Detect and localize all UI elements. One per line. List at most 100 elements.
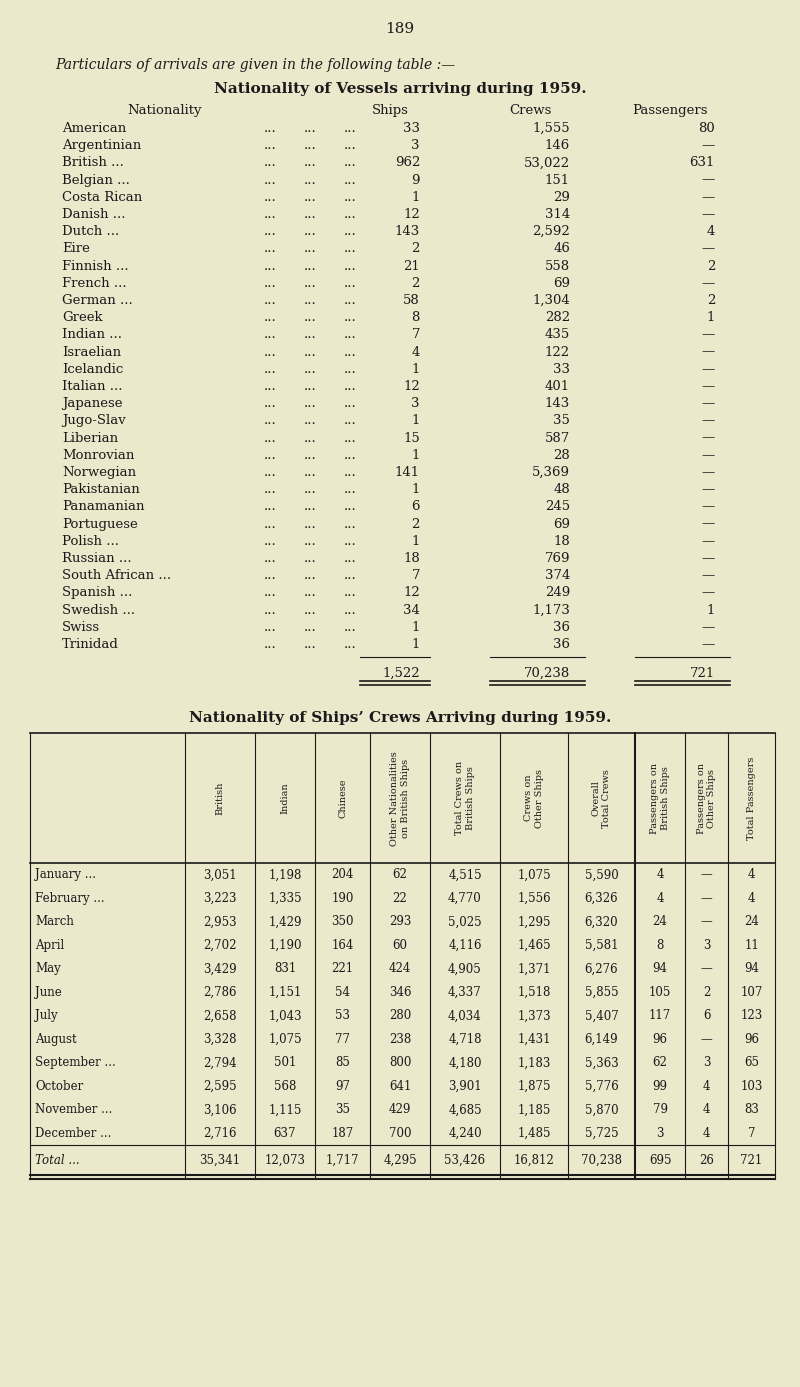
Text: —: — <box>702 208 715 221</box>
Text: ...: ... <box>304 363 316 376</box>
Text: Indian ...: Indian ... <box>62 329 122 341</box>
Text: 4: 4 <box>748 868 755 882</box>
Text: ...: ... <box>264 517 276 531</box>
Text: 695: 695 <box>649 1154 671 1166</box>
Text: 62: 62 <box>393 868 407 882</box>
Text: Spanish ...: Spanish ... <box>62 587 132 599</box>
Text: 69: 69 <box>553 277 570 290</box>
Text: 346: 346 <box>389 986 411 999</box>
Text: —: — <box>701 892 712 904</box>
Text: Passengers on
Other Ships: Passengers on Other Ships <box>697 763 716 834</box>
Text: May: May <box>35 963 61 975</box>
Text: Finnish ...: Finnish ... <box>62 259 129 273</box>
Text: —: — <box>701 963 712 975</box>
Text: —: — <box>702 380 715 393</box>
Text: 4,685: 4,685 <box>448 1104 482 1117</box>
Text: 164: 164 <box>331 939 354 951</box>
Text: 4,034: 4,034 <box>448 1010 482 1022</box>
Text: 6,276: 6,276 <box>585 963 618 975</box>
Text: 94: 94 <box>744 963 759 975</box>
Text: ...: ... <box>304 191 316 204</box>
Text: Monrovian: Monrovian <box>62 449 134 462</box>
Text: 143: 143 <box>394 225 420 239</box>
Text: ...: ... <box>264 294 276 307</box>
Text: 5,590: 5,590 <box>585 868 618 882</box>
Text: —: — <box>702 397 715 411</box>
Text: 1,717: 1,717 <box>326 1154 359 1166</box>
Text: ...: ... <box>264 225 276 239</box>
Text: Nationality: Nationality <box>128 104 202 117</box>
Text: 1,043: 1,043 <box>268 1010 302 1022</box>
Text: 4,770: 4,770 <box>448 892 482 904</box>
Text: —: — <box>702 501 715 513</box>
Text: 146: 146 <box>545 139 570 153</box>
Text: ...: ... <box>264 345 276 359</box>
Text: 1,173: 1,173 <box>532 603 570 617</box>
Text: Polish ...: Polish ... <box>62 535 119 548</box>
Text: 7: 7 <box>411 329 420 341</box>
Text: October: October <box>35 1080 83 1093</box>
Text: ...: ... <box>304 157 316 169</box>
Text: ...: ... <box>344 363 356 376</box>
Text: 105: 105 <box>649 986 671 999</box>
Text: ...: ... <box>304 535 316 548</box>
Text: 1,875: 1,875 <box>518 1080 550 1093</box>
Text: 1: 1 <box>412 638 420 651</box>
Text: ...: ... <box>304 569 316 583</box>
Text: Swedish ...: Swedish ... <box>62 603 135 617</box>
Text: Nationality of Ships’ Crews Arriving during 1959.: Nationality of Ships’ Crews Arriving dur… <box>189 712 611 725</box>
Text: ...: ... <box>304 466 316 479</box>
Text: August: August <box>35 1033 77 1046</box>
Text: ...: ... <box>264 587 276 599</box>
Text: 831: 831 <box>274 963 296 975</box>
Text: ...: ... <box>264 259 276 273</box>
Text: 79: 79 <box>653 1104 667 1117</box>
Text: 429: 429 <box>389 1104 411 1117</box>
Text: 4,905: 4,905 <box>448 963 482 975</box>
Text: 1,075: 1,075 <box>268 1033 302 1046</box>
Text: Argentinian: Argentinian <box>62 139 142 153</box>
Text: 2,658: 2,658 <box>203 1010 237 1022</box>
Text: 2,592: 2,592 <box>532 225 570 239</box>
Text: Chinese: Chinese <box>338 778 347 818</box>
Text: ...: ... <box>344 191 356 204</box>
Text: 1,198: 1,198 <box>268 868 302 882</box>
Text: 85: 85 <box>335 1057 350 1069</box>
Text: 70,238: 70,238 <box>524 667 570 680</box>
Text: 53,426: 53,426 <box>445 1154 486 1166</box>
Text: 1: 1 <box>412 363 420 376</box>
Text: 18: 18 <box>554 535 570 548</box>
Text: ...: ... <box>344 449 356 462</box>
Text: 4: 4 <box>412 345 420 359</box>
Text: Costa Rican: Costa Rican <box>62 191 142 204</box>
Text: Swiss: Swiss <box>62 621 100 634</box>
Text: 1: 1 <box>706 603 715 617</box>
Text: 34: 34 <box>403 603 420 617</box>
Text: 1,556: 1,556 <box>517 892 551 904</box>
Text: 5,776: 5,776 <box>585 1080 618 1093</box>
Text: 12: 12 <box>403 587 420 599</box>
Text: 3: 3 <box>656 1128 664 1140</box>
Text: —: — <box>702 329 715 341</box>
Text: 12: 12 <box>403 208 420 221</box>
Text: 2,786: 2,786 <box>203 986 237 999</box>
Text: 2: 2 <box>412 243 420 255</box>
Text: 1,185: 1,185 <box>518 1104 550 1117</box>
Text: Icelandic: Icelandic <box>62 363 123 376</box>
Text: American: American <box>62 122 126 135</box>
Text: 558: 558 <box>545 259 570 273</box>
Text: ...: ... <box>264 122 276 135</box>
Text: 501: 501 <box>274 1057 296 1069</box>
Text: ...: ... <box>264 363 276 376</box>
Text: 1: 1 <box>412 621 420 634</box>
Text: ...: ... <box>304 483 316 497</box>
Text: ...: ... <box>344 483 356 497</box>
Text: 21: 21 <box>403 259 420 273</box>
Text: British: British <box>215 781 225 816</box>
Text: Portuguese: Portuguese <box>62 517 138 531</box>
Text: Russian ...: Russian ... <box>62 552 132 565</box>
Text: ...: ... <box>344 277 356 290</box>
Text: 123: 123 <box>740 1010 762 1022</box>
Text: 4: 4 <box>706 225 715 239</box>
Text: 46: 46 <box>553 243 570 255</box>
